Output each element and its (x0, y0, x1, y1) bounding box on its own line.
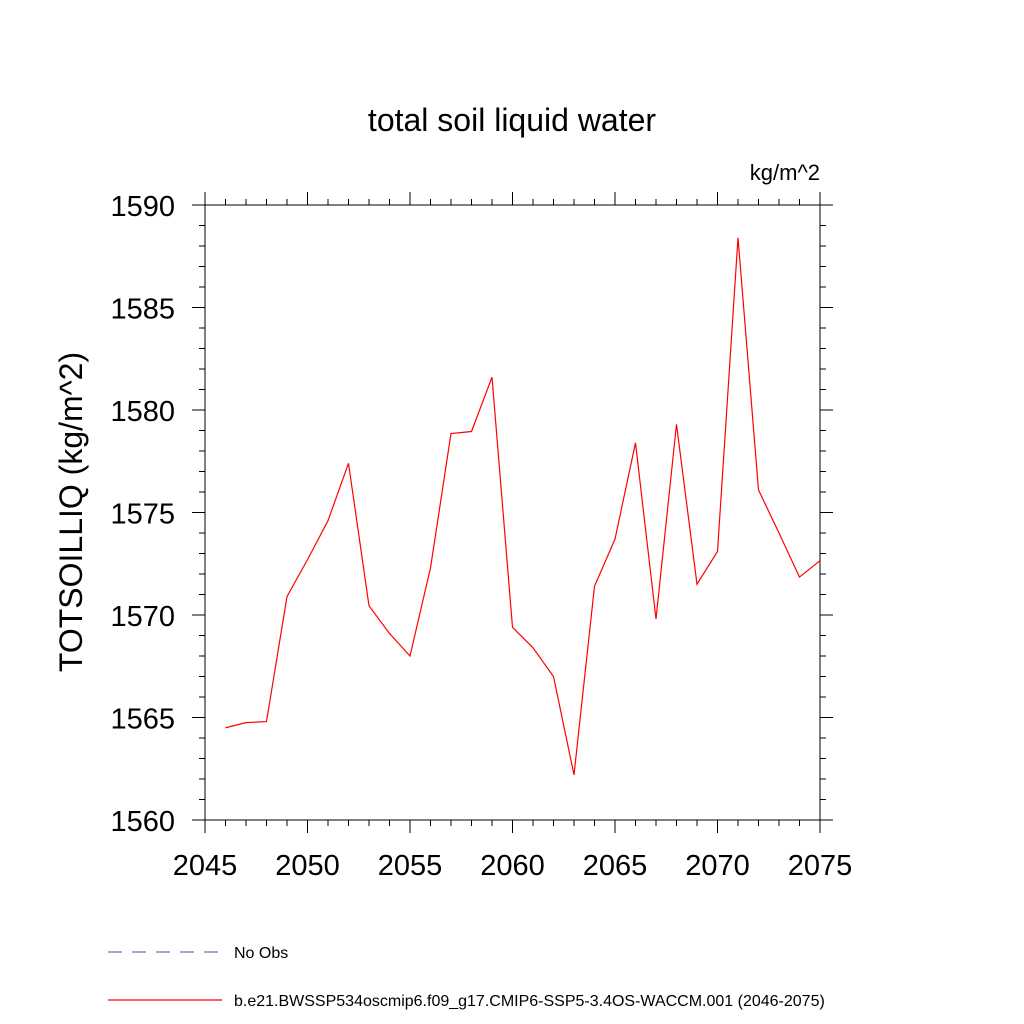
y-tick-labels: 1560 1565 1570 1575 1580 1585 1590 (110, 191, 175, 838)
y-tick-label: 1580 (110, 396, 175, 428)
series-line-2 (225, 237, 821, 776)
x-tick-label: 2050 (275, 850, 340, 882)
series-layer (225, 237, 821, 776)
y-tick-label: 1565 (110, 704, 175, 736)
legend-label-1: No Obs (234, 945, 288, 962)
legend: No Obs b.e21.BWSSP534oscmip6.f09_g17.CMIP… (108, 945, 825, 1010)
minor-ticks (199, 199, 826, 826)
y-axis-label: TOTSOILLIQ (kg/m^2) (53, 352, 89, 672)
x-tick-label: 2075 (788, 850, 853, 882)
units-label: kg/m^2 (750, 160, 820, 185)
x-tick-label: 2070 (685, 850, 750, 882)
y-tick-label: 1560 (110, 806, 175, 838)
legend-label-2: b.e21.BWSSP534oscmip6.f09_g17.CMIP6-SSP5… (234, 993, 825, 1010)
chart-title: total soil liquid water (368, 102, 656, 138)
major-ticks (192, 192, 833, 833)
y-tick-label: 1585 (110, 294, 175, 326)
x-tick-labels: 2045 2050 2055 2060 2065 2070 2075 (173, 850, 853, 882)
y-tick-label: 1570 (110, 601, 175, 633)
x-tick-label: 2060 (480, 850, 545, 882)
x-tick-label: 2065 (583, 850, 648, 882)
x-tick-label: 2055 (378, 850, 443, 882)
y-tick-label: 1575 (110, 499, 175, 531)
x-tick-label: 2045 (173, 850, 238, 882)
plot-frame (204, 204, 821, 821)
y-tick-label: 1590 (110, 191, 175, 223)
